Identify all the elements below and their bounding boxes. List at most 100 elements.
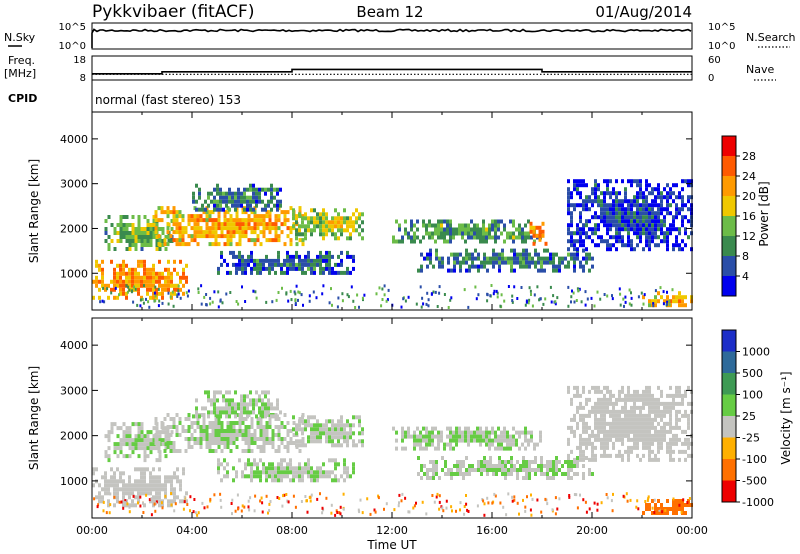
heatmap-cell — [247, 226, 251, 231]
heatmap-cell — [515, 235, 518, 240]
noise-cell — [164, 494, 167, 498]
heatmap-cell — [453, 464, 456, 468]
heatmap-cell — [193, 421, 197, 425]
heatmap-cell — [322, 212, 325, 217]
noise-cell — [668, 299, 671, 303]
heatmap-cell — [274, 425, 278, 429]
heatmap-cell — [609, 211, 612, 216]
heatmap-cell — [346, 474, 349, 479]
heatmap-cell — [241, 449, 245, 453]
heatmap-cell — [437, 438, 440, 443]
heatmap-cell — [416, 227, 419, 232]
heatmap-cell — [349, 232, 352, 237]
heatmap-cell — [654, 413, 657, 418]
heatmap-cell — [259, 258, 262, 263]
heatmap-cell — [199, 433, 203, 437]
heatmap-cell — [217, 234, 221, 239]
heatmap-cell — [567, 203, 570, 208]
heatmap-cell — [137, 442, 141, 447]
noise-cell — [465, 494, 467, 497]
noise-cell — [575, 493, 578, 497]
heatmap-cell — [522, 252, 525, 257]
heatmap-cell — [146, 283, 149, 288]
heatmap-cell — [546, 476, 549, 480]
velocity-x-axis: 00:00 04:00 08:00 12:00 16:00 20:00 00:00 — [76, 318, 708, 537]
heatmap-cell — [152, 426, 156, 431]
heatmap-cell — [205, 210, 209, 215]
heatmap-cell — [280, 466, 283, 471]
heatmap-cell — [579, 445, 582, 450]
noise-cell — [120, 500, 123, 504]
heatmap-cell — [687, 437, 690, 442]
heatmap-cell — [355, 443, 358, 448]
heatmap-cell — [420, 268, 423, 273]
heatmap-cell — [597, 385, 600, 390]
heatmap-cell — [243, 199, 246, 204]
heatmap-cell — [428, 434, 431, 439]
heatmap-cell — [503, 446, 506, 451]
heatmap-cell — [116, 483, 119, 488]
heatmap-cell — [223, 210, 227, 215]
heatmap-cell — [190, 425, 194, 429]
heatmap-cell — [540, 256, 543, 261]
heatmap-cell — [435, 472, 438, 476]
heatmap-cell — [600, 235, 603, 240]
noise-cell — [118, 293, 120, 297]
noise-cell — [630, 291, 632, 295]
heatmap-cell — [669, 393, 672, 398]
heatmap-cell — [246, 187, 249, 192]
heatmap-cell — [241, 254, 244, 259]
heatmap-cell — [313, 470, 316, 475]
heatmap-cell — [675, 299, 678, 304]
heatmap-cell — [669, 211, 672, 216]
heatmap-cell — [416, 219, 419, 224]
noise-cell — [646, 498, 649, 502]
heatmap-cell — [292, 208, 295, 213]
heatmap-cell — [675, 385, 678, 390]
heatmap-cell — [134, 479, 137, 484]
heatmap-cell — [597, 389, 600, 394]
heatmap-cell — [220, 230, 224, 235]
heatmap-cell — [594, 199, 597, 204]
heatmap-cell — [262, 266, 265, 271]
heatmap-cell — [573, 243, 576, 248]
heatmap-cell — [624, 195, 627, 200]
heatmap-cell — [226, 425, 230, 429]
heatmap-cell — [222, 406, 225, 411]
heatmap-cell — [244, 230, 248, 235]
heatmap-cell — [322, 208, 325, 213]
heatmap-cell — [217, 226, 221, 231]
heatmap-cell — [666, 195, 669, 200]
heatmap-cell — [480, 260, 483, 265]
heatmap-cell — [223, 222, 227, 227]
heatmap-cell — [573, 179, 576, 184]
heatmap-cell — [193, 226, 197, 231]
heatmap-cell — [268, 210, 272, 215]
heatmap-cell — [107, 283, 110, 288]
heatmap-cell — [280, 222, 284, 227]
heatmap-cell — [204, 390, 207, 395]
heatmap-cell — [190, 218, 194, 223]
heatmap-cell — [630, 413, 633, 418]
heatmap-cell — [241, 222, 245, 227]
heatmap-cell — [612, 421, 615, 426]
heatmap-cell — [307, 435, 310, 440]
heatmap-cell — [426, 472, 429, 476]
heatmap-cell — [669, 385, 672, 390]
heatmap-cell — [184, 429, 188, 433]
heatmap-cell — [185, 279, 188, 284]
heatmap-cell — [134, 231, 138, 235]
heatmap-cell — [504, 472, 507, 476]
heatmap-cell — [453, 252, 456, 257]
heatmap-cell — [591, 191, 594, 196]
heatmap-cell — [594, 453, 597, 458]
heatmap-cell — [214, 242, 218, 247]
noise-cell — [277, 291, 280, 294]
heatmap-cell — [295, 470, 298, 475]
heatmap-cell — [627, 227, 630, 232]
heatmap-cell — [319, 466, 322, 471]
heatmap-cell — [158, 503, 161, 508]
heatmap-cell — [229, 230, 233, 235]
heatmap-cell — [449, 434, 452, 439]
heatmap-cell — [301, 242, 305, 247]
